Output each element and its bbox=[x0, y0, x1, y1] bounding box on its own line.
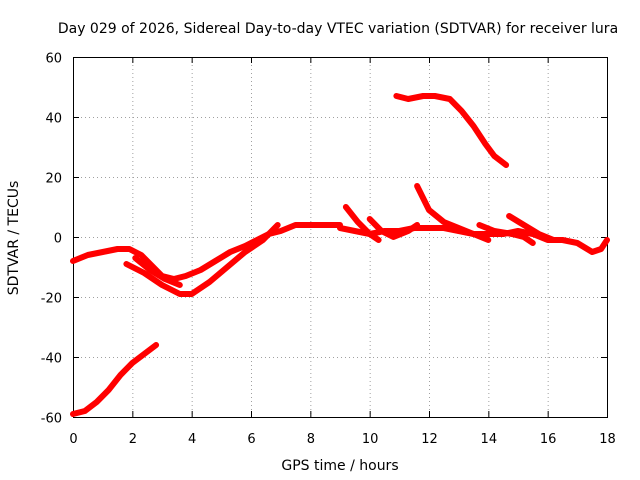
x-tick-label: 2 bbox=[129, 432, 137, 447]
x-tick-label: 6 bbox=[247, 432, 255, 447]
series-track-7 bbox=[366, 216, 421, 240]
x-tick-label: 14 bbox=[481, 432, 498, 447]
series-track-8 bbox=[414, 183, 492, 243]
y-tick-label: 60 bbox=[45, 52, 62, 67]
y-tick-label: 0 bbox=[54, 232, 62, 247]
y-tick-labels: 60 40 20 0 -20 -40 -60 bbox=[41, 52, 62, 427]
y-tick-label: 20 bbox=[45, 172, 62, 187]
series-track-4 bbox=[70, 342, 160, 417]
series-track-6 bbox=[342, 204, 382, 243]
y-tick-label: -20 bbox=[41, 292, 62, 307]
y-axis-label: SDTVAR / TECUs bbox=[6, 181, 22, 296]
x-tick-label: 10 bbox=[362, 432, 379, 447]
series-track-10 bbox=[506, 213, 557, 243]
series-track-9 bbox=[476, 222, 536, 246]
x-tick-label: 16 bbox=[540, 432, 557, 447]
x-tick-label: 0 bbox=[69, 432, 77, 447]
x-tick-label: 4 bbox=[188, 432, 196, 447]
series-track-1 bbox=[70, 222, 343, 282]
y-tick-label: 40 bbox=[45, 112, 62, 127]
y-tick-label: -40 bbox=[41, 352, 62, 367]
x-tick-labels: 0 2 4 6 8 10 12 14 16 18 bbox=[69, 432, 615, 447]
x-tick-label: 8 bbox=[307, 432, 315, 447]
series-track-2 bbox=[123, 222, 281, 297]
y-tick-label: -60 bbox=[41, 412, 62, 427]
series-layer bbox=[70, 93, 610, 417]
x-tick-label: 18 bbox=[599, 432, 616, 447]
chart-title: Day 029 of 2026, Sidereal Day-to-day VTE… bbox=[58, 21, 618, 37]
series-track-3 bbox=[132, 255, 183, 288]
x-tick-label: 12 bbox=[421, 432, 438, 447]
series-track-11 bbox=[393, 93, 510, 168]
x-axis-label: GPS time / hours bbox=[281, 458, 398, 474]
